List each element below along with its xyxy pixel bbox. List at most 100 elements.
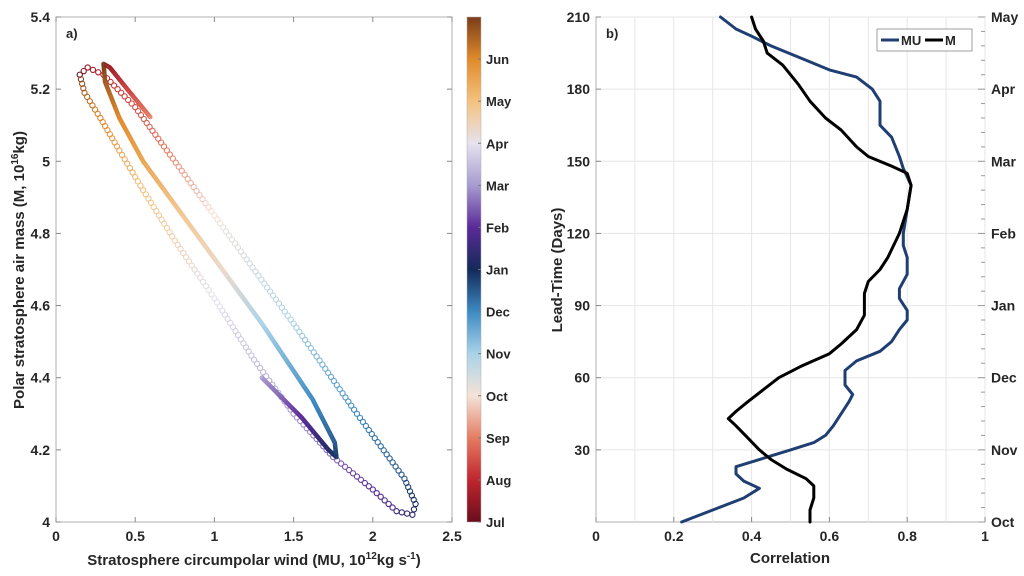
trajectory-marker — [118, 151, 126, 159]
trajectory-marker — [129, 169, 136, 176]
trajectory-marker — [253, 360, 261, 367]
trajectory-marker — [231, 240, 239, 247]
colorbar-label-apr: Apr — [486, 136, 508, 151]
panel-b-x-axis-title: Correlation — [750, 550, 830, 567]
trajectory-marker — [275, 300, 283, 307]
trajectory-marker — [190, 183, 197, 191]
y-tick-label: 180 — [567, 81, 591, 97]
x-tick-label: 0 — [592, 528, 600, 544]
trajectory-marker — [220, 224, 227, 231]
colorbar-label-oct: Oct — [486, 389, 508, 404]
trajectory-marker — [348, 402, 355, 409]
panel-a-y-axis-title: Polar stratosphere air mass (M, 1016kg) — [10, 131, 28, 409]
trajectory-marker — [393, 508, 400, 515]
trajectory-marker — [296, 328, 303, 335]
colorbar-label-may: May — [486, 94, 512, 109]
trajectory-marker — [152, 131, 159, 138]
panel-b: 0 0.2 0.4 0.6 0.8 1 30 60 90 120 150 180 210 Oct Nov De… — [549, 9, 1018, 567]
trajectory-marker — [174, 241, 181, 248]
trajectory-marker — [385, 500, 392, 508]
trajectory-marker — [374, 439, 381, 446]
trajectory-marker — [259, 369, 267, 376]
y-tick-label: 30 — [574, 442, 590, 458]
trajectory-marker — [290, 320, 297, 327]
trajectory-marker — [325, 369, 332, 376]
x-tick-label: 0.4 — [742, 528, 762, 544]
x-tick-label: 2 — [369, 528, 377, 544]
trajectory-marker — [228, 236, 236, 243]
trajectory-marker — [252, 268, 259, 275]
trajectory-marker — [313, 353, 320, 360]
trajectory-marker — [182, 253, 190, 261]
trajectory-marker — [197, 274, 204, 281]
trajectory-marker — [172, 159, 179, 166]
trajectory-marker — [365, 483, 372, 490]
trajectory-marker — [345, 466, 353, 474]
trajectory-marker — [398, 471, 405, 478]
trajectory-marker — [163, 147, 171, 154]
right-tick-label-oct: Oct — [991, 514, 1015, 530]
trajectory-marker — [395, 467, 402, 474]
trajectory-marker — [350, 406, 358, 413]
y-tick-label: 5.2 — [31, 81, 51, 97]
trajectory-marker — [345, 398, 352, 405]
trajectory-marker — [128, 100, 135, 107]
trajectory-marker — [359, 418, 367, 426]
y-tick-label: 5.4 — [31, 9, 51, 25]
trajectory-marker — [377, 493, 384, 500]
x-tick-label: 2.5 — [442, 528, 462, 544]
trajectory-marker — [380, 447, 387, 454]
trajectory-marker — [175, 163, 182, 170]
trajectory-marker — [208, 208, 215, 215]
trajectory-marker — [412, 500, 419, 508]
panel-a-ticks: 0 0.5 1 1.5 2 2.5 4 4.2 4.4 4.6 4.8 5 5.2 5.4 — [31, 9, 462, 544]
trajectory-marker — [199, 278, 207, 286]
trajectory-marker — [261, 280, 268, 287]
trajectory-marker — [214, 216, 221, 223]
trajectory-marker — [356, 414, 364, 421]
trajectory-marker — [139, 186, 147, 194]
trajectory-marker — [301, 336, 309, 344]
trajectory-marker — [353, 410, 361, 417]
trajectory-marker — [389, 504, 396, 511]
trajectory-marker — [211, 212, 218, 219]
trajectory-marker — [121, 156, 128, 163]
trajectory-marker — [134, 178, 141, 185]
y-tick-label: 5 — [42, 153, 50, 169]
trajectory-marker — [202, 200, 209, 207]
trajectory-marker — [319, 361, 326, 368]
trajectory-marker — [202, 282, 210, 290]
trajectory-marker — [217, 220, 224, 227]
trajectory-marker — [191, 266, 198, 273]
right-tick-label-nov: Nov — [991, 442, 1018, 458]
y-tick-label: 4.2 — [31, 442, 51, 458]
trajectory-marker — [336, 386, 343, 393]
trajectory-marker — [157, 139, 165, 146]
colorbar-label-nov: Nov — [486, 347, 511, 362]
panel-b-y-axis-title: Lead-Time (Days) — [549, 208, 566, 333]
right-tick-label-jan: Jan — [991, 298, 1015, 314]
y-tick-label: 4.4 — [31, 370, 51, 386]
trajectory-marker — [316, 357, 323, 364]
trajectory-marker — [178, 167, 185, 174]
y-tick-label: 4 — [42, 514, 50, 530]
series-line-mu — [680, 15, 913, 524]
right-tick-label-mar: Mar — [991, 153, 1016, 169]
trajectory-marker — [243, 256, 250, 263]
trajectory-marker — [237, 248, 244, 255]
colorbar-label-jul: Jul — [486, 515, 505, 530]
trajectory-marker — [137, 111, 145, 119]
trajectory-marker — [284, 312, 291, 319]
trajectory-marker — [95, 69, 102, 76]
trajectory-marker — [357, 476, 365, 483]
trajectory-marker — [410, 506, 418, 513]
trajectory-marker — [256, 364, 264, 372]
legend-box — [876, 28, 973, 52]
trajectory-marker — [181, 171, 188, 178]
trajectory-marker — [166, 151, 173, 158]
trajectory-marker — [342, 394, 349, 401]
trajectory-marker — [155, 135, 162, 142]
trajectory-marker — [199, 196, 206, 203]
trajectory-marker — [134, 107, 142, 115]
colorbar-labels: Jul Aug Sep Oct Nov Dec Jan Feb Mar Apr May Jun — [478, 52, 512, 530]
